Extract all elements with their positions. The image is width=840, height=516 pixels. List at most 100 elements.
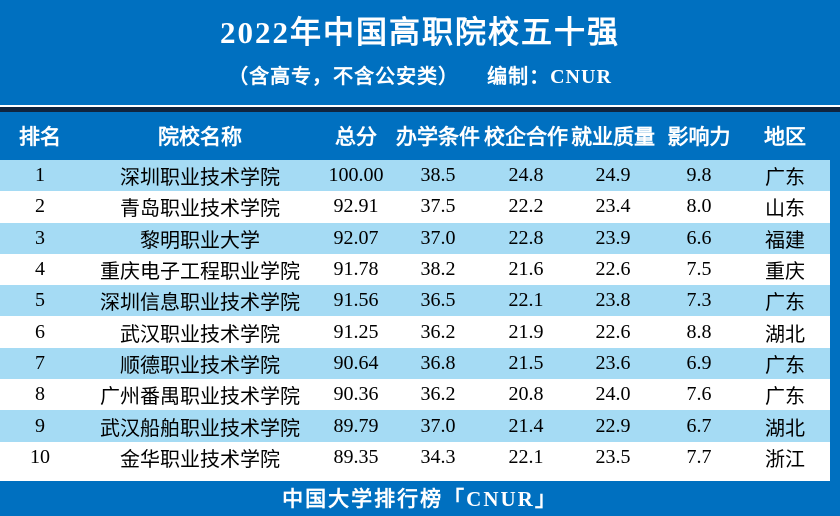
cell-influence: 6.9 <box>686 351 712 374</box>
cell-region: 湖北 <box>765 323 805 346</box>
cell-cooperation: 22.1 <box>508 445 544 468</box>
cell-cooperation: 21.9 <box>508 320 544 343</box>
cell-total-score: 89.79 <box>333 414 379 437</box>
table-row: 2 青岛职业技术学院 92.91 37.5 22.2 23.4 8.0 山东 <box>0 191 830 222</box>
cell-region: 广东 <box>765 292 805 315</box>
cell-cooperation: 24.8 <box>508 164 544 187</box>
table-row: 5 深圳信息职业技术学院 91.56 36.5 22.1 23.8 7.3 广东 <box>0 285 830 317</box>
cell-employment: 23.8 <box>595 289 631 312</box>
cell-cooperation: 21.4 <box>508 414 544 437</box>
page-subtitle: （含高专，不含公安类） 编制：CNUR <box>228 60 612 89</box>
cell-cooperation: 22.1 <box>508 289 544 312</box>
cell-influence: 9.8 <box>686 164 712 187</box>
column-header-employment: 就业质量 <box>571 125 655 149</box>
cell-region: 浙江 <box>765 448 805 471</box>
cell-influence: 6.7 <box>686 414 712 437</box>
cell-total-score: 92.07 <box>333 226 379 249</box>
footer-text: 中国大学排行榜「CNUR」 <box>282 487 558 512</box>
cell-total-score: 91.78 <box>333 258 379 281</box>
cell-influence: 7.6 <box>686 383 712 406</box>
cell-cooperation: 22.8 <box>508 226 544 249</box>
cell-influence: 7.3 <box>686 289 712 312</box>
column-header-cooperation: 校企合作 <box>484 125 568 149</box>
cell-influence: 6.6 <box>686 226 712 249</box>
cell-rank: 6 <box>35 320 45 343</box>
cell-rank: 5 <box>35 289 45 312</box>
cell-conditions: 37.5 <box>420 195 456 218</box>
cell-region: 湖北 <box>765 417 805 440</box>
cell-employment: 23.4 <box>595 195 631 218</box>
cell-employment: 23.5 <box>595 445 631 468</box>
cell-conditions: 37.0 <box>420 414 456 437</box>
cell-name: 黎明职业大学 <box>140 229 260 252</box>
column-header-rank: 排名 <box>19 125 61 149</box>
cell-total-score: 92.91 <box>333 195 379 218</box>
cell-total-score: 100.00 <box>328 164 384 187</box>
cell-rank: 1 <box>35 164 45 187</box>
footer-banner: 中国大学排行榜「CNUR」 <box>0 480 840 516</box>
column-header-region: 地区 <box>764 125 806 149</box>
table-row: 7 顺德职业技术学院 90.64 36.8 21.5 23.6 6.9 广东 <box>0 347 830 380</box>
cell-rank: 10 <box>30 445 50 468</box>
cell-name: 重庆电子工程职业学院 <box>100 261 300 284</box>
subtitle-publisher: 编制：CNUR <box>487 66 612 89</box>
column-header-conditions: 办学条件 <box>396 125 480 149</box>
table-bottom-gap <box>0 472 830 481</box>
cell-employment: 23.9 <box>595 226 631 249</box>
ranking-table-body: 1 深圳职业技术学院 100.00 38.5 24.8 24.9 9.8 广东 2 青岛职业技术学… <box>0 160 830 473</box>
cell-employment: 22.6 <box>595 320 631 343</box>
cell-total-score: 91.25 <box>333 320 379 343</box>
cell-name: 青岛职业技术学院 <box>120 198 280 221</box>
column-header-influence: 影响力 <box>667 125 731 149</box>
cell-name: 顺德职业技术学院 <box>120 354 280 377</box>
cell-total-score: 89.35 <box>333 445 379 468</box>
cell-influence: 8.8 <box>686 320 712 343</box>
cell-rank: 9 <box>35 414 45 437</box>
cell-employment: 22.9 <box>595 414 631 437</box>
cell-conditions: 38.2 <box>420 258 456 281</box>
cell-rank: 3 <box>35 226 45 249</box>
cell-employment: 23.6 <box>595 351 631 374</box>
cell-total-score: 90.64 <box>333 351 379 374</box>
subtitle-scope: （含高专，不含公安类） <box>228 66 460 89</box>
cell-conditions: 37.0 <box>420 226 456 249</box>
cell-conditions: 38.5 <box>420 164 456 187</box>
cell-name: 金华职业技术学院 <box>120 448 280 471</box>
cell-region: 福建 <box>765 229 805 252</box>
cell-conditions: 36.2 <box>420 383 456 406</box>
cell-region: 广东 <box>765 386 805 409</box>
title-banner: 2022年中国高职院校五十强 （含高专，不含公安类） 编制：CNUR <box>0 0 840 105</box>
cell-region: 山东 <box>765 198 805 221</box>
cell-name: 深圳信息职业技术学院 <box>100 292 300 315</box>
cell-influence: 8.0 <box>686 195 712 218</box>
separator-white-line <box>0 105 840 107</box>
cell-conditions: 36.5 <box>420 289 456 312</box>
cell-total-score: 90.36 <box>333 383 379 406</box>
cell-influence: 7.5 <box>686 258 712 281</box>
page-title: 2022年中国高职院校五十强 <box>220 14 620 50</box>
cell-influence: 7.7 <box>686 445 712 468</box>
cell-employment: 24.0 <box>595 383 631 406</box>
cell-region: 广东 <box>765 167 805 190</box>
table-row: 4 重庆电子工程职业学院 91.78 38.2 21.6 22.6 7.5 重庆 <box>0 254 830 285</box>
cell-total-score: 91.56 <box>333 289 379 312</box>
cell-name: 深圳职业技术学院 <box>120 167 280 190</box>
column-header-name: 院校名称 <box>158 125 242 149</box>
cell-region: 重庆 <box>765 261 805 284</box>
cell-cooperation: 21.6 <box>508 258 544 281</box>
column-header-total-score: 总分 <box>335 125 377 149</box>
table-row: 6 武汉职业技术学院 91.25 36.2 21.9 22.6 8.8 湖北 <box>0 316 830 347</box>
cell-cooperation: 20.8 <box>508 383 544 406</box>
cell-conditions: 36.8 <box>420 351 456 374</box>
cell-cooperation: 22.2 <box>508 195 544 218</box>
table-row: 8 广州番禺职业技术学院 90.36 36.2 20.8 24.0 7.6 广东 <box>0 379 830 410</box>
cell-employment: 24.9 <box>595 164 631 187</box>
cell-rank: 2 <box>35 195 45 218</box>
table-row: 1 深圳职业技术学院 100.00 38.5 24.8 24.9 9.8 广东 <box>0 160 830 192</box>
cell-rank: 4 <box>35 258 45 281</box>
cell-name: 武汉船舶职业技术学院 <box>100 417 300 440</box>
table-header-row: 排名 院校名称 总分 办学条件 校企合作 就业质量 影响力 地区 <box>0 112 840 160</box>
table-row: 9 武汉船舶职业技术学院 89.79 37.0 21.4 22.9 6.7 湖北 <box>0 410 830 442</box>
cell-employment: 22.6 <box>595 258 631 281</box>
cell-rank: 8 <box>35 383 45 406</box>
